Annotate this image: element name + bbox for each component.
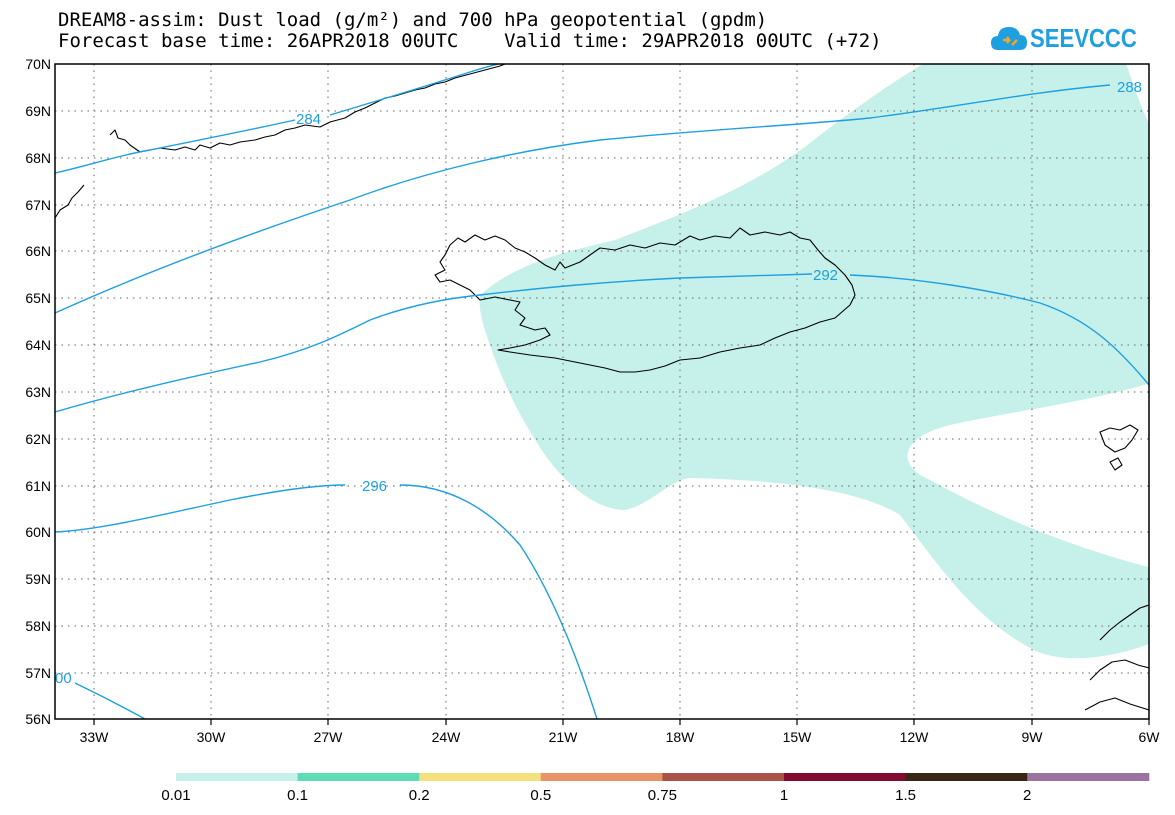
seevccc-logo: SEEVCCC	[990, 18, 1156, 58]
legend-label: 0.2	[409, 787, 430, 804]
lat-label-60n: 60N	[25, 524, 51, 540]
contour-label-300: 00	[55, 670, 72, 687]
legend-colorbar	[176, 773, 1150, 781]
lon-label-21w: 21W	[549, 729, 579, 745]
legend-swatch	[784, 773, 907, 781]
contour-label-296: 296	[362, 478, 387, 495]
legend-swatch	[662, 773, 785, 781]
lon-label-15w: 15W	[783, 729, 813, 745]
lat-label-68n: 68N	[25, 150, 51, 166]
logo-text: SEEVCCC	[1030, 22, 1137, 53]
legend-label: 1	[780, 787, 788, 804]
iceland-coast	[434, 227, 856, 373]
lat-label-56n: 56N	[25, 711, 51, 727]
lon-label-6w: 6W	[1139, 729, 1161, 745]
graticule	[55, 64, 1149, 719]
dust-load-area	[479, 64, 1149, 659]
legend-label: 0.01	[161, 787, 190, 804]
lon-label-9w: 9W	[1022, 729, 1044, 745]
contour-296-b	[399, 484, 598, 719]
legend-label: 0.5	[530, 787, 551, 804]
shetland-coast	[1109, 457, 1123, 471]
greenland-coast	[109, 64, 507, 153]
lat-label-61n: 61N	[25, 478, 51, 494]
lat-label-64n: 64N	[25, 337, 51, 353]
lon-label-30w: 30W	[197, 729, 227, 745]
map-title: DREAM8-assim: Dust load (g/m²) and 700 h…	[58, 9, 768, 31]
lon-label-12w: 12W	[900, 729, 930, 745]
contour-label-288: 288	[1117, 79, 1142, 96]
legend-swatch	[905, 773, 1028, 781]
lat-label-57n: 57N	[25, 665, 51, 681]
lon-label-27w: 27W	[314, 729, 344, 745]
faroe-coast	[1099, 424, 1139, 453]
legend-swatch	[540, 773, 663, 781]
lon-label-18w: 18W	[666, 729, 696, 745]
lat-label-66n: 66N	[25, 243, 51, 259]
contour-292	[55, 273, 813, 413]
map-subtitle: Forecast base time: 26APR2018 00UTC Vali…	[58, 30, 882, 52]
legend-swatch	[176, 773, 299, 781]
contour-288	[55, 84, 1111, 314]
legend-label: 2	[1023, 787, 1031, 804]
lat-label-63n: 63N	[25, 384, 51, 400]
cloud-logo-icon	[991, 27, 1027, 50]
lat-label-58n: 58N	[25, 618, 51, 634]
contour-292-b	[849, 274, 1149, 386]
lon-label-33w: 33W	[80, 729, 110, 745]
lat-label-69n: 69N	[25, 103, 51, 119]
lat-label-67n: 67N	[25, 197, 51, 213]
map-frame	[54, 63, 1150, 720]
legend-label: 0.75	[648, 787, 677, 804]
contour-296	[55, 484, 346, 533]
contour-284	[55, 119, 296, 174]
legend-label: 0.1	[287, 787, 308, 804]
contour-284-b	[329, 64, 501, 116]
lat-label-62n: 62N	[25, 431, 51, 447]
scotland-coast	[1084, 604, 1149, 711]
legend-swatch	[419, 773, 542, 781]
lat-label-65n: 65N	[25, 290, 51, 306]
contour-label-284: 284	[296, 111, 321, 128]
lon-label-24w: 24W	[432, 729, 462, 745]
legend-swatch	[1027, 773, 1150, 781]
greenland-coast-south	[55, 184, 85, 219]
legend-swatch	[297, 773, 420, 781]
legend-label: 1.5	[895, 787, 916, 804]
contour-300	[74, 682, 146, 719]
lat-label-59n: 59N	[25, 571, 51, 587]
lat-label-70n: 70N	[25, 56, 51, 72]
contour-label-292: 292	[813, 267, 838, 284]
